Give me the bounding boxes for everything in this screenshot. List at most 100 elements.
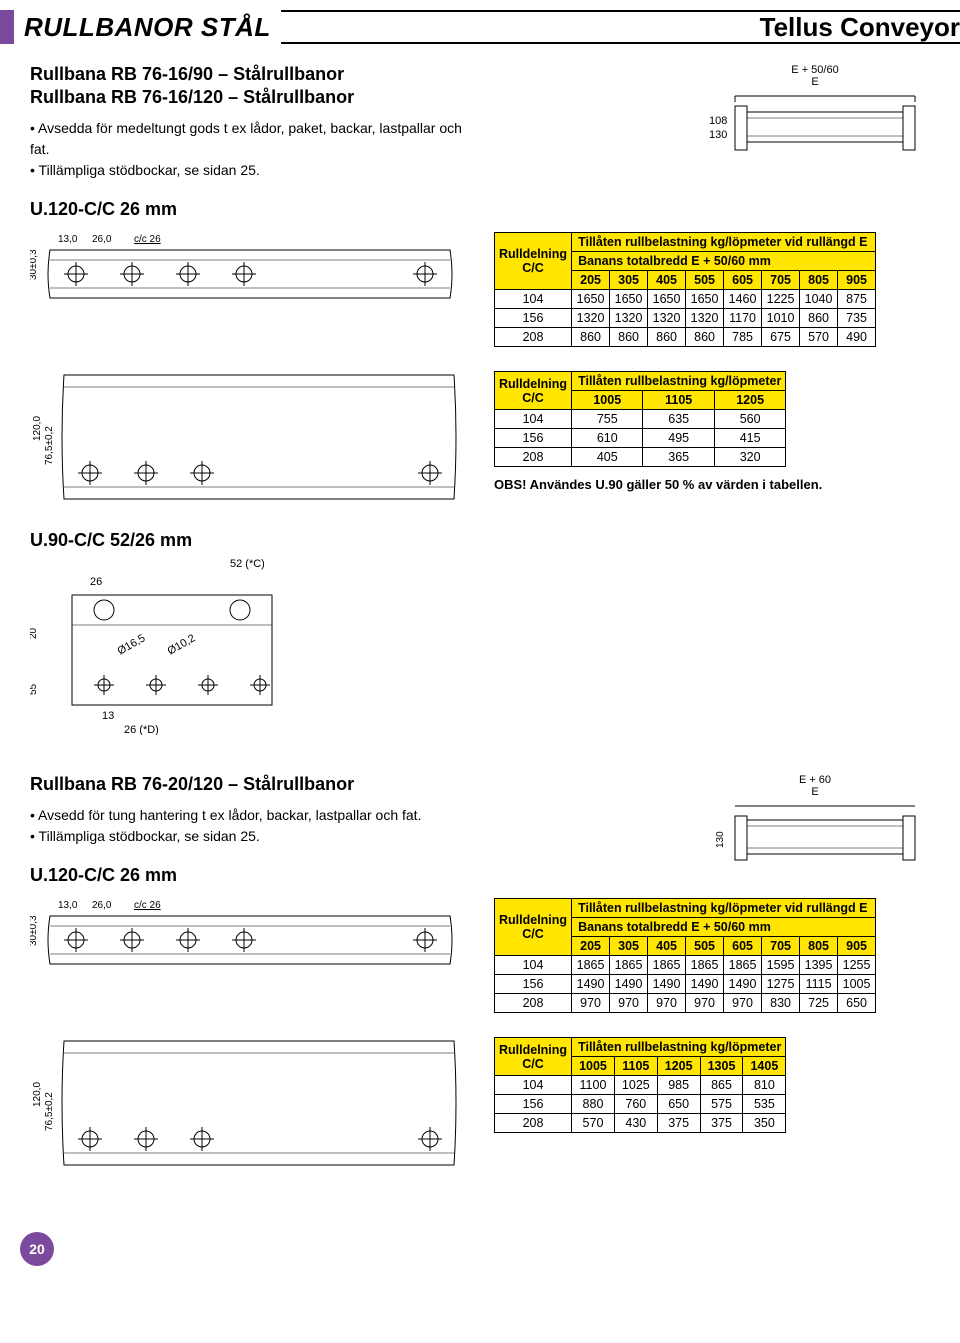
category-title: RULLBANOR STÅL [14, 12, 281, 43]
svg-text:20: 20 [30, 627, 39, 639]
col-head: 505 [686, 937, 724, 956]
table-title: Tillåten rullbelastning kg/löpmeter vid … [572, 899, 876, 918]
table-row: 208 970970 970970 970830 725650 [495, 994, 876, 1013]
svg-text:Ø10,2: Ø10,2 [166, 632, 198, 657]
brand-name: Tellus Conveyor [748, 12, 960, 42]
col-head: 305 [610, 271, 648, 290]
table-row: 208 405365320 [495, 448, 786, 467]
bullet-item: Tillämpliga stödbockar, se sidan 25. [30, 160, 470, 181]
section1-title-1: Rullbana RB 76-16/90 – Stålrullbanor [30, 64, 470, 85]
rail-top-drawing-2: 120,0 76,5±0,2 [30, 369, 460, 509]
col-head: 1205 [714, 391, 785, 410]
section2-bullets: Avsedd för tung hantering t ex lådor, ba… [30, 805, 470, 847]
bullet-item: Avsedd för tung hantering t ex lådor, ba… [30, 805, 470, 826]
svg-text:26,0: 26,0 [92, 900, 112, 911]
accent-bar [0, 10, 14, 44]
table-row: 104 11001025 985865 810 [495, 1076, 786, 1095]
col-head: 605 [724, 937, 762, 956]
table-row: 208 570430 375375 350 [495, 1114, 786, 1133]
svg-text:26: 26 [90, 576, 102, 588]
col-head: 205 [572, 271, 610, 290]
rail-top-drawing-1: 13,0 26,0 c/c 26 30±0,3 [30, 230, 460, 314]
obs-note: OBS! Användes U.90 gäller 50 % av värden… [494, 477, 930, 492]
svg-text:13: 13 [102, 710, 114, 722]
col-head: 905 [838, 271, 876, 290]
svg-text:76,5±0,2: 76,5±0,2 [44, 1092, 55, 1131]
roller-side-diagram: E + 50/60 E 108 130 [700, 64, 930, 158]
table-title: Tillåten rullbelastning kg/löpmeter [572, 1038, 786, 1057]
table-subtitle: Banans totalbredd E + 50/60 mm [572, 918, 876, 937]
svg-text:120,0: 120,0 [32, 1082, 43, 1107]
svg-text:76,5±0,2: 76,5±0,2 [44, 426, 55, 465]
col-head: 1405 [743, 1057, 786, 1076]
col-head: 1305 [700, 1057, 743, 1076]
table-corner-l1: Rulldelning [499, 1043, 567, 1057]
table-row: 104 18651865 18651865 18651595 13951255 [495, 956, 876, 975]
roller-dim-top1: E + 60 [700, 774, 930, 786]
svg-text:120,0: 120,0 [32, 416, 43, 441]
table-subtitle: Banans totalbredd E + 50/60 mm [572, 252, 876, 271]
section1-bullets: Avsedda för medeltungt gods t ex lådor, … [30, 118, 470, 181]
svg-text:52 (*C): 52 (*C) [230, 558, 265, 570]
col-head: 1005 [572, 391, 643, 410]
table-corner-l2: C/C [522, 927, 544, 941]
col-head: 405 [648, 937, 686, 956]
svg-text:c/c 26: c/c 26 [134, 234, 161, 245]
roller-dim-top2: E [700, 76, 930, 88]
col-head: 1105 [614, 1057, 657, 1076]
table-row: 208 860860 860860 785675 570490 [495, 328, 876, 347]
col-head: 305 [610, 937, 648, 956]
bullet-item: Tillämpliga stödbockar, se sidan 25. [30, 826, 470, 847]
svg-text:130: 130 [715, 831, 726, 848]
table-corner-l1: Rulldelning [499, 247, 567, 261]
roller-dim-108: 108 [709, 115, 727, 127]
table-row: 104 16501650 16501650 14601225 1040875 [495, 290, 876, 309]
col-head: 905 [838, 937, 876, 956]
load-table-1b: Rulldelning C/C Tillåten rullbelastning … [494, 371, 786, 467]
page-header: RULLBANOR STÅL Tellus Conveyor [0, 10, 960, 44]
section1-title-2: Rullbana RB 76-16/120 – Stålrullbanor [30, 87, 470, 108]
col-head: 805 [800, 937, 838, 956]
svg-text:30±0,3: 30±0,3 [30, 915, 39, 946]
section1-sub2: U.90-C/C 52/26 mm [30, 530, 470, 551]
col-head: 1005 [572, 1057, 615, 1076]
col-head: 1205 [657, 1057, 700, 1076]
table-title: Tillåten rullbelastning kg/löpmeter vid … [572, 233, 876, 252]
page-number-badge: 20 [20, 1232, 54, 1266]
table-row: 156 610495415 [495, 429, 786, 448]
col-head: 1105 [643, 391, 714, 410]
table-corner-l1: Rulldelning [499, 377, 567, 391]
section2-title: Rullbana RB 76-20/120 – Stålrullbanor [30, 774, 470, 795]
svg-text:26,0: 26,0 [92, 234, 112, 245]
col-head: 405 [648, 271, 686, 290]
roller-side-diagram-2: E + 60 E 130 [700, 774, 930, 868]
section1-sub1: U.120-C/C 26 mm [30, 199, 470, 220]
rail-top-drawing-4: 120,0 76,5±0,2 [30, 1035, 460, 1175]
col-head: 705 [762, 271, 800, 290]
col-head: 705 [762, 937, 800, 956]
svg-text:30±0,3: 30±0,3 [30, 249, 39, 280]
col-head: 205 [572, 937, 610, 956]
svg-text:13,0: 13,0 [58, 234, 78, 245]
header-rule: Tellus Conveyor [281, 10, 960, 44]
table-row: 104 755635560 [495, 410, 786, 429]
col-head: 605 [724, 271, 762, 290]
load-table-2b: Rulldelning C/C Tillåten rullbelastning … [494, 1037, 786, 1133]
svg-text:55: 55 [30, 683, 39, 695]
table-title: Tillåten rullbelastning kg/löpmeter [572, 372, 786, 391]
rail-top-drawing-3: 13,0 26,0 c/c 26 30±0,3 [30, 896, 460, 980]
svg-text:c/c 26: c/c 26 [134, 900, 161, 911]
bullet-item: Avsedda för medeltungt gods t ex lådor, … [30, 118, 470, 160]
table-corner-l1: Rulldelning [499, 913, 567, 927]
table-corner-l2: C/C [522, 261, 544, 275]
table-corner-l2: C/C [522, 1057, 544, 1071]
svg-text:26 (*D): 26 (*D) [124, 724, 159, 735]
roller-dim-130: 130 [709, 129, 727, 141]
table-row: 156 880760 650575 535 [495, 1095, 786, 1114]
table-row: 156 14901490 14901490 14901275 11151005 [495, 975, 876, 994]
profile-drawing: 52 (*C) 26 20 55 Ø16,5 Ø10,2 [30, 555, 290, 738]
col-head: 805 [800, 271, 838, 290]
svg-text:Ø16,5: Ø16,5 [116, 632, 148, 657]
svg-text:13,0: 13,0 [58, 900, 78, 911]
load-table-1a: Rulldelning C/C Tillåten rullbelastning … [494, 232, 876, 347]
